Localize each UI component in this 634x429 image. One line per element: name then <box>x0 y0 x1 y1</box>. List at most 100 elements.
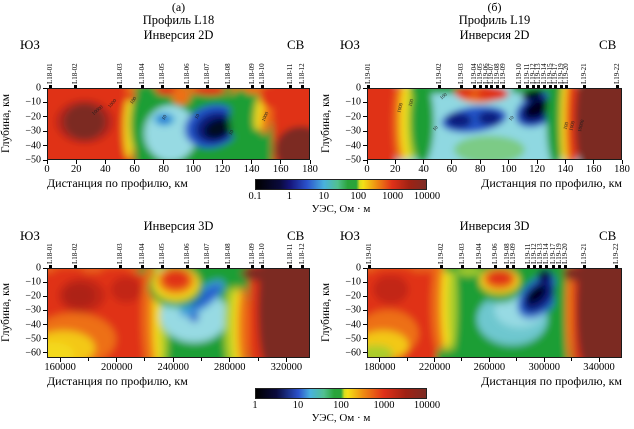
depth-tick-label: −20 <box>345 290 361 302</box>
depth-tick-mark <box>363 267 367 269</box>
station-tick <box>505 265 509 268</box>
resistivity-section-plot <box>47 268 310 358</box>
depth-tick-label: 0 <box>356 82 361 94</box>
depth-tick-mark <box>363 116 367 118</box>
distance-tick-label: 140 <box>557 164 574 175</box>
distance-tick-label: 300000 <box>528 362 560 373</box>
colorbar-tick-label: 1 <box>252 400 258 411</box>
station-row: L19-01 L19-02 L19-03 L19-04 L19-05 L19-06 L19-… <box>364 50 622 88</box>
distance-axis-label: Дистанция по профилю, км <box>47 374 188 388</box>
station-tick <box>496 85 500 88</box>
depth-tick-mark <box>43 87 47 89</box>
depth-tick-mark <box>363 130 367 132</box>
depth-axis-ticks: 0 −10 −20 −30 −40 −50 <box>11 83 47 166</box>
distance-axis-ticks: 0 20 40 60 80 100 120 140 160 180 <box>44 160 318 176</box>
station-tick <box>557 265 561 268</box>
station-tick <box>140 265 144 268</box>
depth-tick-label: −40 <box>25 319 41 331</box>
panel-letter-b: (б) <box>487 0 502 14</box>
station-tick <box>526 85 530 88</box>
distance-tick-mark <box>394 160 396 164</box>
depth-tick-label: −30 <box>345 304 361 316</box>
colorbar-ticks: 0.1 1 10 100 1000 10000 <box>248 190 440 203</box>
depth-tick-label: −20 <box>25 111 41 123</box>
station-tick <box>582 265 586 268</box>
distance-tick-label: 240000 <box>157 362 189 373</box>
station-tick <box>73 85 77 88</box>
depth-tick-mark <box>363 324 367 326</box>
distance-minor-tick <box>516 358 518 361</box>
station-label: L19-03 <box>457 243 466 264</box>
depth-tick-mark <box>363 309 367 311</box>
station-label: L19-20 <box>560 243 569 264</box>
station-row: L18-01 L18-02 L18-03 L18-04 L18-05 L18-06 L18-… <box>46 50 310 88</box>
station-row: L18-01 L18-02 L18-03 L18-04 L18-05 L18-06 L18-… <box>46 238 310 268</box>
distance-tick-label: 320000 <box>270 362 303 373</box>
depth-tick-mark <box>43 130 47 132</box>
distance-tick-mark <box>598 358 600 362</box>
station-tick <box>261 85 265 88</box>
panel-title-line2: Инверсия 2D <box>459 28 530 42</box>
station-tick <box>563 265 567 268</box>
depth-tick-mark <box>43 295 47 297</box>
station-label: L19-09 <box>508 243 517 264</box>
distance-minor-tick <box>571 358 573 361</box>
station-tick <box>552 265 556 268</box>
colorbar-tick-label: 100 <box>350 191 367 202</box>
distance-tick-mark <box>309 160 311 164</box>
depth-tick-label: −50 <box>345 333 361 345</box>
contour-labels <box>368 269 621 357</box>
depth-tick-mark <box>43 281 47 283</box>
panel-letter-a: (а) <box>171 0 186 14</box>
depth-tick-mark <box>363 101 367 103</box>
colorbar-2d: 0.1 1 10 100 1000 10000 УЭС, Ом · м <box>248 179 440 215</box>
station-label: L19-01 <box>365 243 374 264</box>
depth-tick-label: −20 <box>345 111 361 123</box>
station-tick <box>49 265 53 268</box>
station-tick <box>537 85 541 88</box>
depth-tick-label: −40 <box>345 319 361 331</box>
distance-tick-label: 0 <box>44 164 50 175</box>
colorbar-label: УЭС, Ом · м <box>311 412 371 424</box>
depth-tick-mark <box>43 145 47 147</box>
station-tick <box>616 85 620 88</box>
distance-tick-mark <box>621 160 623 164</box>
distance-tick-mark <box>508 160 510 164</box>
resistivity-section-plot: 1000 100 100 10 10 100 1000 10000 <box>367 88 622 160</box>
station-label: L19-22 <box>612 243 621 264</box>
station-tick <box>49 85 53 88</box>
direction-label-sw: ЮЗ <box>20 228 40 243</box>
distance-tick-label: 20 <box>390 164 401 175</box>
distance-tick-label: 220000 <box>418 362 451 373</box>
depth-tick-mark <box>363 295 367 297</box>
station-tick <box>160 265 164 268</box>
station-tick <box>250 85 254 88</box>
distance-tick-label: 280000 <box>214 362 246 373</box>
distance-tick-label: 120 <box>214 164 231 175</box>
station-tick <box>160 85 164 88</box>
station-tick <box>493 265 497 268</box>
direction-label-ne: СВ <box>599 228 617 243</box>
station-tick <box>250 265 254 268</box>
distance-tick-label: 260000 <box>473 362 506 373</box>
distance-axis-label: Дистанция по профилю, км <box>47 176 188 190</box>
station-tick <box>526 265 530 268</box>
station-tick <box>501 85 505 88</box>
station-tick <box>533 265 537 268</box>
station-tick <box>473 85 477 88</box>
station-tick <box>205 85 209 88</box>
colorbar-tick-label: 1 <box>286 191 293 202</box>
depth-tick-mark <box>363 159 367 161</box>
station-tick <box>439 265 443 268</box>
distance-tick-label: 0 <box>364 164 370 175</box>
distance-tick-label: 80 <box>158 164 170 175</box>
distance-tick-mark <box>593 160 595 164</box>
distance-tick-label: 40 <box>100 164 111 175</box>
distance-tick-mark <box>59 358 61 362</box>
station-tick <box>289 85 292 88</box>
distance-tick-mark <box>251 160 253 164</box>
station-tick <box>368 265 372 268</box>
